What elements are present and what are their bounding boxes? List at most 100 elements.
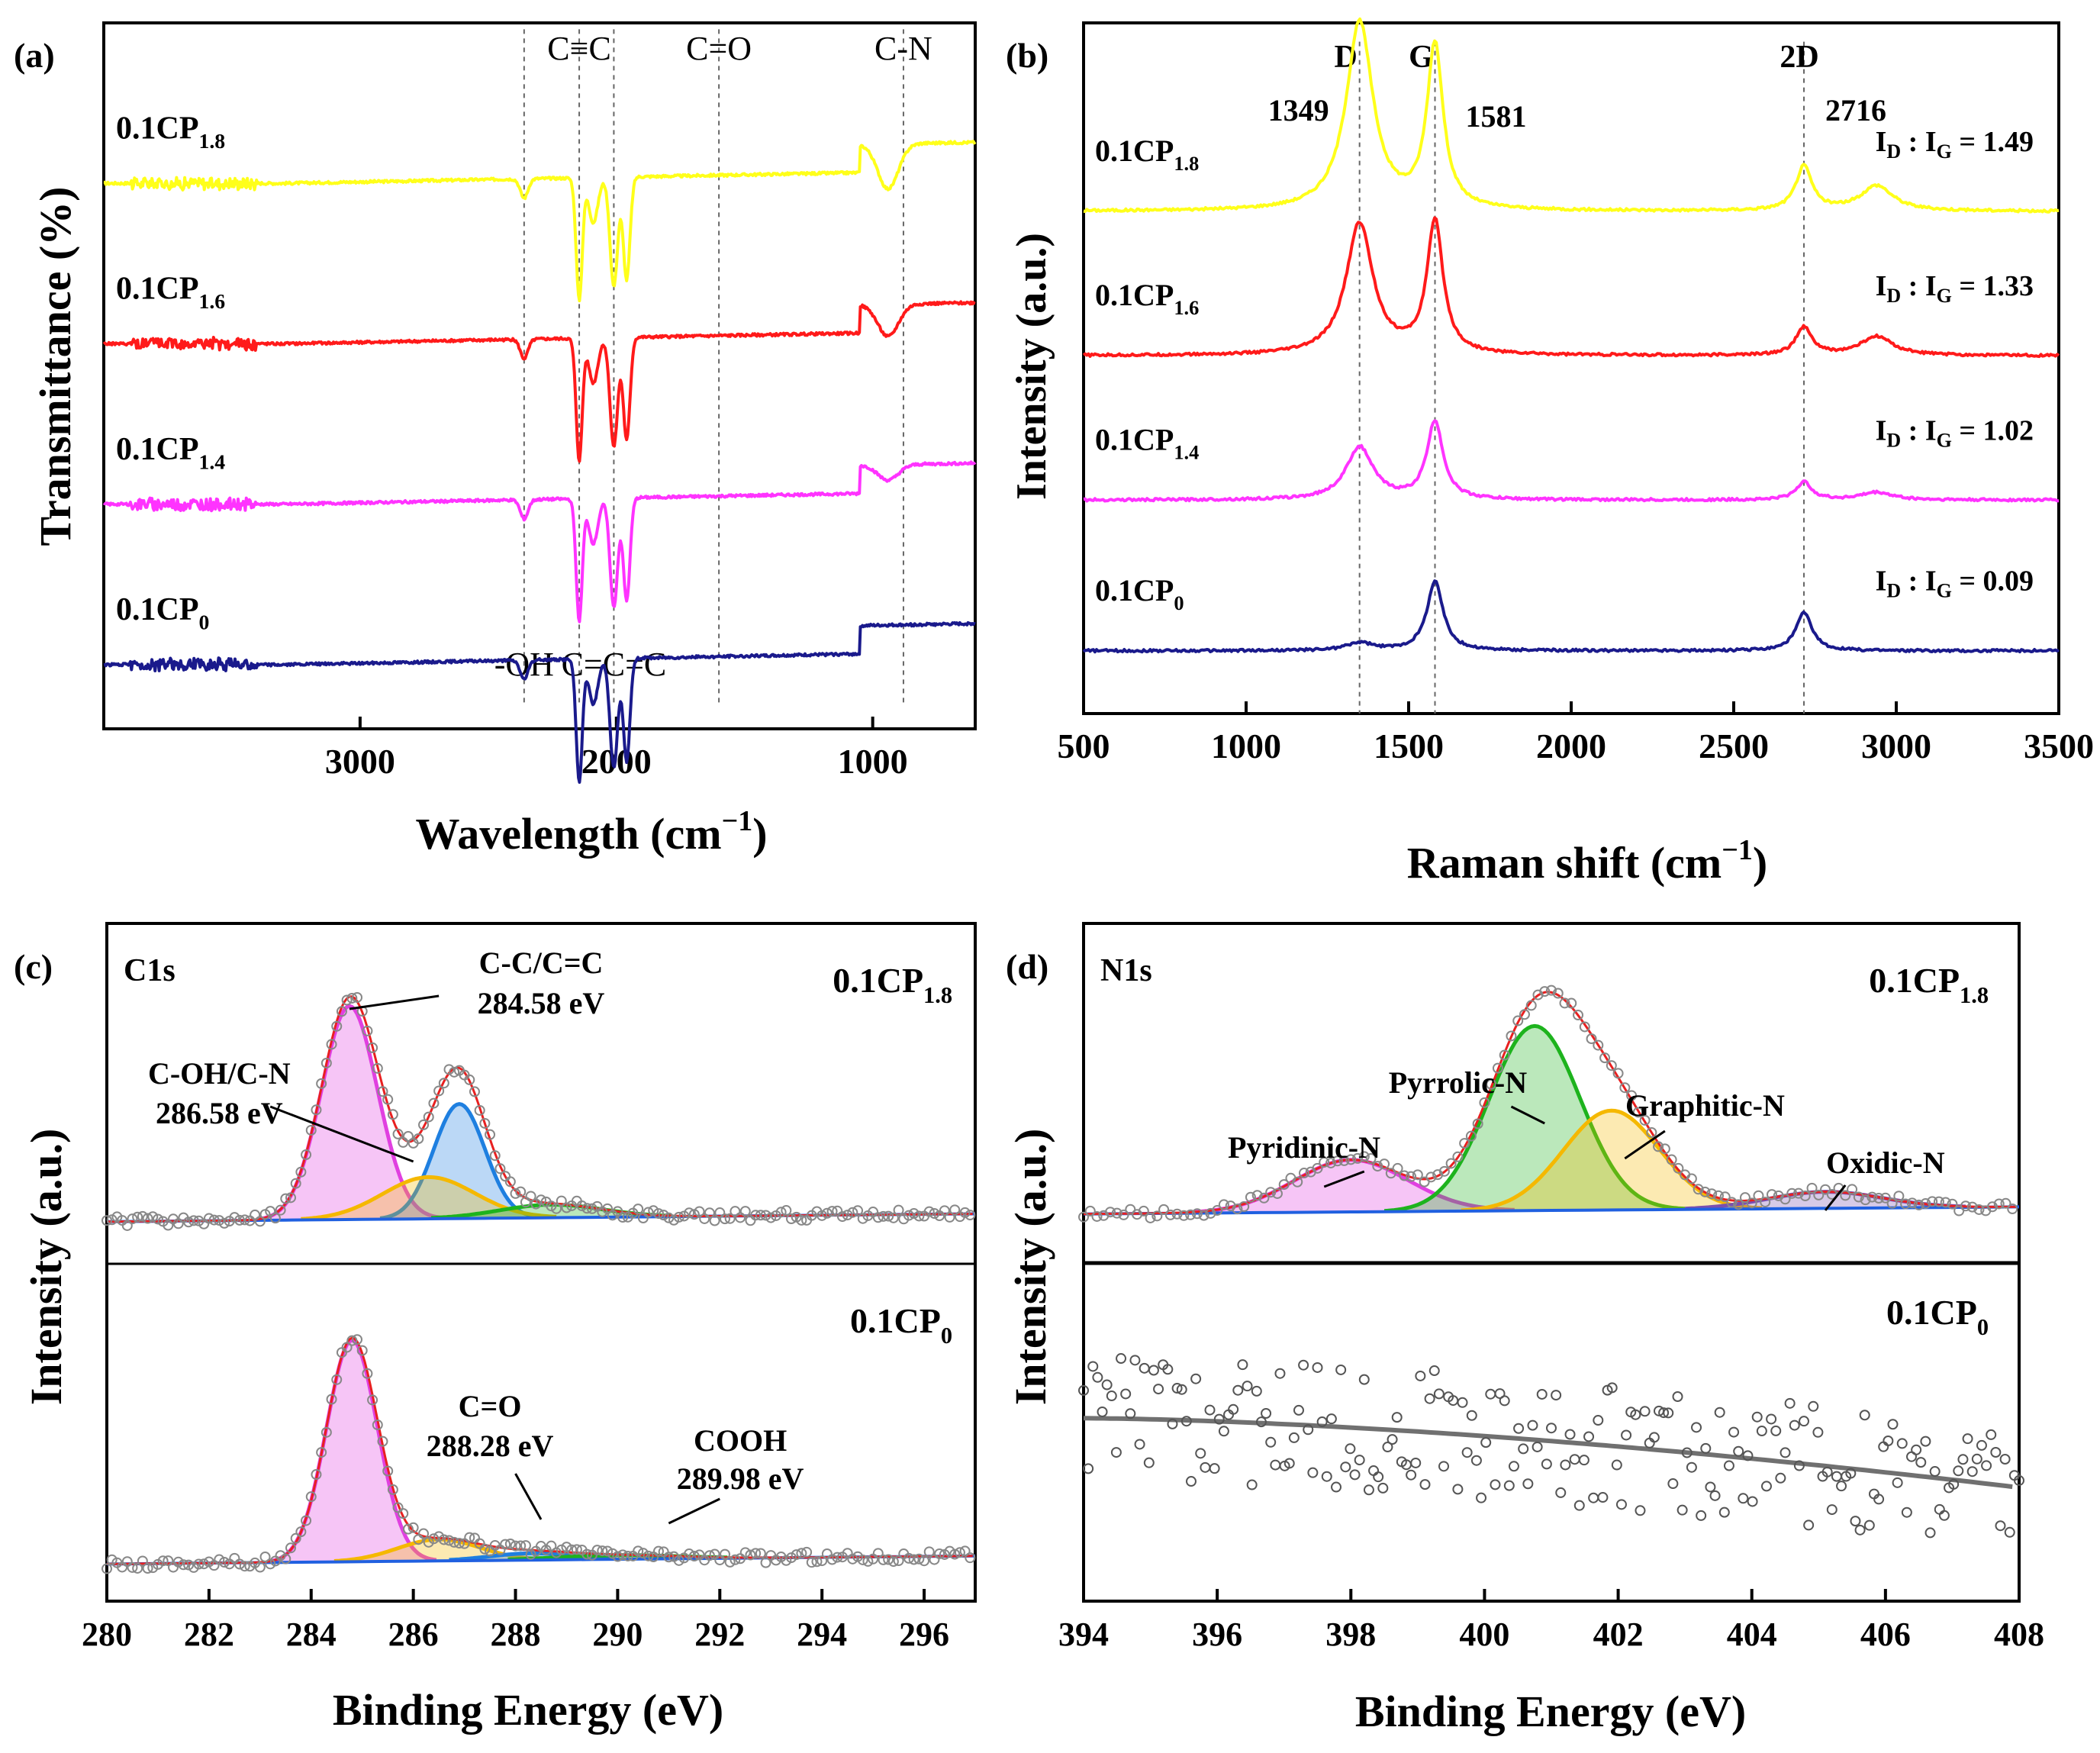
panel-c-top-data-point bbox=[872, 1212, 884, 1223]
panel-c-top-data-point bbox=[939, 1205, 950, 1216]
panel-d-top-data-point bbox=[1659, 1143, 1670, 1155]
panel-d-xtick-label-1: 396 bbox=[1192, 1616, 1242, 1653]
panel-d-top-data-point bbox=[1412, 1169, 1423, 1181]
panel-c-top-data-point bbox=[218, 1217, 230, 1229]
panel-c-bottom-data-point bbox=[280, 1553, 291, 1564]
panel-c-bottom-sample: 0.1CP0 bbox=[850, 1301, 952, 1349]
panel-d-bottom-data-point bbox=[1092, 1371, 1103, 1383]
panel-c-top-data-point bbox=[883, 1210, 894, 1222]
panel-d-top-data-point bbox=[1639, 1114, 1651, 1126]
panel-d-bottom-data-point bbox=[1242, 1381, 1253, 1392]
panel-d-top-data-point bbox=[1258, 1192, 1270, 1204]
panel-a-legend-0: 0.1CP1.8 bbox=[116, 111, 225, 153]
panel-d-bottom-data-point bbox=[1134, 1439, 1145, 1450]
panel-d-bottom-data-point bbox=[1106, 1390, 1117, 1402]
panel-c-bottom-data-point bbox=[305, 1491, 317, 1503]
panel-d-top-data-point bbox=[1365, 1152, 1377, 1164]
panel-c-top-data-point bbox=[402, 1130, 414, 1142]
panel-d-bottom-data-point bbox=[1555, 1487, 1567, 1498]
panel-c: (c) Intensity (a.u.) Binding Energy (eV)… bbox=[14, 922, 977, 1735]
panel-c-top-data-point bbox=[326, 1039, 337, 1050]
panel-b-series-1 bbox=[1082, 216, 2060, 359]
panel-d-bottom-data-point bbox=[1808, 1400, 1819, 1412]
panel-d-bottom-data-point bbox=[1162, 1364, 1174, 1375]
panel-d-top-data-point bbox=[1753, 1190, 1764, 1201]
panel-d-bottom-data-point bbox=[1185, 1476, 1197, 1487]
panel-c-top-component-1 bbox=[379, 1102, 539, 1220]
panel-d-bottom-data-point bbox=[1606, 1382, 1618, 1394]
panel-d-bottom-data-point bbox=[1503, 1480, 1515, 1491]
panel-c-top-data-point bbox=[474, 1104, 485, 1116]
panel-d-bottom-data-point bbox=[1237, 1359, 1248, 1371]
panel-d-top-data-point bbox=[1906, 1197, 1918, 1209]
panel-b-peak-value-2: 2716 bbox=[1825, 93, 1886, 127]
panel-d-bottom-data-point bbox=[1995, 1520, 2006, 1532]
panel-b-xtick-label-2: 1500 bbox=[1374, 727, 1444, 765]
panel-d-top-data-point bbox=[1345, 1154, 1357, 1165]
panel-d-bottom-data-point bbox=[1490, 1479, 1501, 1490]
panel-d-bottom-data-point bbox=[1508, 1461, 1519, 1472]
panel-c-top-data-point bbox=[239, 1214, 250, 1226]
panel-d-top-data-point bbox=[1251, 1190, 1263, 1201]
panel-d-top-data-point bbox=[1399, 1170, 1410, 1181]
panel-d-bottom-data-point bbox=[1915, 1457, 1927, 1468]
panel-a-xtick-label-2: 1000 bbox=[838, 742, 908, 781]
panel-d-top-data-point bbox=[1105, 1207, 1116, 1218]
panel-d-top-data-point bbox=[1425, 1171, 1437, 1183]
panel-d-top-data-point bbox=[1866, 1191, 1878, 1203]
panel-c-top-data-point bbox=[724, 1213, 736, 1224]
panel-c-bottom-data-point bbox=[663, 1552, 675, 1563]
panel-c-top-data-point bbox=[730, 1206, 741, 1217]
panel-d-top-data-point bbox=[1138, 1205, 1149, 1216]
panel-c-bottom-data-point bbox=[265, 1558, 276, 1570]
panel-d-bottom-trend bbox=[1083, 1416, 2013, 1490]
panel-d-top-data-point bbox=[1512, 1015, 1524, 1026]
panel-c-top-data-point bbox=[188, 1215, 199, 1226]
panel-c-bottom-data-point bbox=[546, 1540, 557, 1552]
panel-c-top-data-point bbox=[352, 991, 363, 1003]
panel-c-bottom-data-point bbox=[218, 1557, 230, 1568]
panel-d-bottom-data-point bbox=[1476, 1492, 1487, 1503]
panel-d-top-data-point bbox=[1632, 1107, 1644, 1118]
panel-d-top-data-point bbox=[1372, 1161, 1383, 1172]
panel-c-bottom-data-point bbox=[965, 1552, 976, 1564]
panel-d-top-data-point bbox=[1338, 1155, 1350, 1166]
panel-d-bottom-data-point bbox=[1873, 1494, 1885, 1505]
panel-d-top-data-point bbox=[1900, 1198, 1912, 1210]
panel-c-bottom-data-point bbox=[295, 1526, 307, 1538]
panel-d-top-data-point bbox=[1332, 1155, 1343, 1167]
panel-d-top-data-point bbox=[1686, 1173, 1697, 1184]
panel-d-bottom-data-point bbox=[1957, 1454, 1969, 1465]
panel-b-series-3 bbox=[1082, 579, 2060, 654]
panel-d-bottom-data-point bbox=[1756, 1426, 1767, 1437]
panel-d-bottom-data-point bbox=[1480, 1437, 1492, 1448]
panel-c-region-label: C1s bbox=[124, 953, 176, 988]
panel-c-top-data-point bbox=[852, 1205, 864, 1216]
panel-d-bottom-data-point bbox=[1078, 1384, 1089, 1396]
panel-d-bottom-data-point bbox=[1962, 1433, 1973, 1445]
panel-d-bottom-data-point bbox=[1415, 1370, 1426, 1381]
panel-d-xtick-label-4: 402 bbox=[1593, 1616, 1644, 1653]
panel-c-top-component-fill-1 bbox=[380, 1104, 539, 1220]
panel-b-ratio-2: ID : IG = 1.02 bbox=[1876, 414, 2034, 451]
panel-c-bottom-data-point bbox=[352, 1334, 363, 1345]
panel-c-bottom-data-point bbox=[556, 1544, 567, 1555]
panel-d-top-data-point bbox=[1145, 1212, 1156, 1223]
panel-d-bottom-data-point bbox=[1723, 1460, 1734, 1471]
panel-d-bottom-data-point bbox=[1527, 1419, 1538, 1431]
panel-d-top-data-point bbox=[1699, 1186, 1711, 1197]
panel-c-top-data-point bbox=[633, 1204, 644, 1215]
panel-c-top-data-point bbox=[285, 1192, 296, 1204]
panel-d-bottom-data-point bbox=[1428, 1365, 1440, 1377]
panel-a-xtick-label-0: 3000 bbox=[325, 742, 395, 781]
panel-c-top-data-point bbox=[719, 1213, 730, 1225]
panel-c-bottom-data-point bbox=[862, 1555, 874, 1567]
panel-d-bottom-data-point bbox=[1793, 1460, 1805, 1471]
panel-c-top-data-point bbox=[796, 1214, 807, 1226]
panel-a-series-1 bbox=[102, 300, 976, 463]
panel-a-legend-1: 0.1CP1.6 bbox=[116, 272, 225, 314]
panel-d-bottom-data-point bbox=[1139, 1362, 1150, 1374]
panel-c-bottom-data-point bbox=[193, 1558, 205, 1570]
panel-c-bottom-data-point bbox=[387, 1484, 398, 1495]
panel-c-bottom-data-point bbox=[688, 1550, 700, 1561]
